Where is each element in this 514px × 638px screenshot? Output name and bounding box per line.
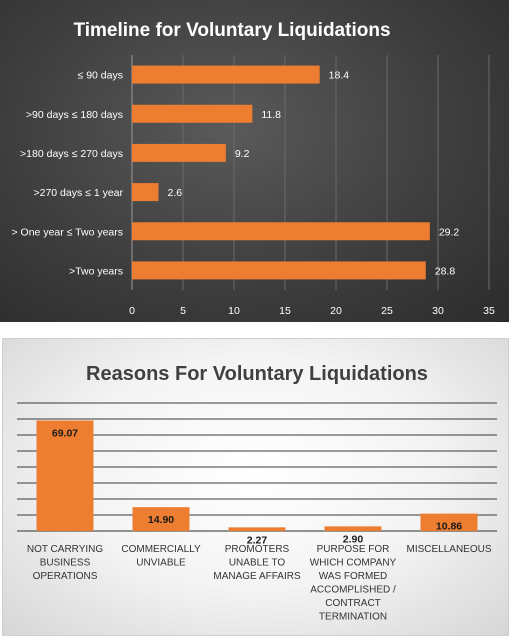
x-tick-label: 20 [330,305,342,317]
x-tick-label: 25 [381,305,393,317]
category-label: >180 days ≤ 270 days [20,148,123,160]
category-label-line: UNABLE TO [229,558,286,569]
data-label: 2.27 [247,534,268,546]
category-label: > One year ≤ Two years [12,226,124,238]
category-label-line: COMMERCIALLY [121,544,201,555]
bar [228,527,286,531]
category-label-line: PURPOSE FOR [317,544,390,555]
category-label: COMMERCIALLY UNVIABLE [121,544,201,569]
x-tick-label: 0 [129,305,135,317]
x-tick-label: 15 [279,305,291,317]
bar [420,513,478,531]
category-label-line: TERMINATION [319,612,387,623]
category-label: ≤ 90 days [78,70,123,82]
data-label: 2.6 [168,187,183,199]
bar [132,183,159,202]
data-label: 2.90 [343,533,364,545]
timeline-chart-title: Timeline for Voluntary Liquidations [73,20,390,41]
bar [132,143,226,162]
reasons-chart-title: Reasons For Voluntary Liquidations [86,363,428,385]
category-label-line: WHICH COMPANY [310,558,397,569]
reasons-chart: Reasons For Voluntary Liquidations 69.07… [2,338,509,636]
category-label-line: MANAGE AFFAIRS [213,571,301,582]
category-label: >90 days ≤ 180 days [26,109,123,121]
data-label: 69.07 [52,427,78,439]
data-label: 14.90 [148,514,174,526]
category-label-line: WAS FORMED [319,571,388,582]
category-label-line: PROMOTERS [225,544,290,555]
category-label-line: MISCELLANEOUS [406,544,491,555]
timeline-chart: Timeline for Voluntary Liquidations 0 5 10… [0,0,509,322]
category-label-line: ACCOMPLISHED / [310,585,396,596]
x-tick-label: 10 [228,305,240,317]
timeline-chart-svg: Timeline for Voluntary Liquidations 0 5 10… [12,20,495,317]
x-tick-label: 35 [483,305,495,317]
category-label: MISCELLANEOUS [406,544,491,555]
data-label: 18.4 [329,70,350,82]
data-label: 10.86 [436,521,462,533]
bar [36,420,94,531]
bar [132,104,253,123]
data-label: 28.8 [435,265,456,277]
reasons-chart-svg: Reasons For Voluntary Liquidations 69.07… [17,363,497,623]
bar [132,65,320,84]
x-tick-label: 5 [180,305,186,317]
category-label-line: OPERATIONS [33,571,98,582]
x-tick-label: 30 [432,305,444,317]
category-label: >270 days ≤ 1 year [33,187,123,199]
bar [324,526,382,531]
bar [132,222,430,241]
data-label: 9.2 [235,148,250,160]
category-label: >Two years [69,265,123,277]
category-label-line: BUSINESS [40,558,91,569]
category-label: PROMOTERS UNABLE TO MANAGE AFFAIRS [213,544,301,582]
category-label-line: UNVIABLE [136,558,186,569]
bar [132,261,426,280]
category-label-line: NOT CARRYING [27,544,104,555]
category-label-line: CONTRACT [325,598,381,609]
bar [132,507,190,531]
data-label: 29.2 [439,226,460,238]
data-label: 11.8 [261,109,281,121]
category-label: PURPOSE FOR WHICH COMPANY WAS FORMED ACCOMP… [310,544,397,623]
category-label: NOT CARRYING BUSINESS OPERATIONS [27,544,104,582]
